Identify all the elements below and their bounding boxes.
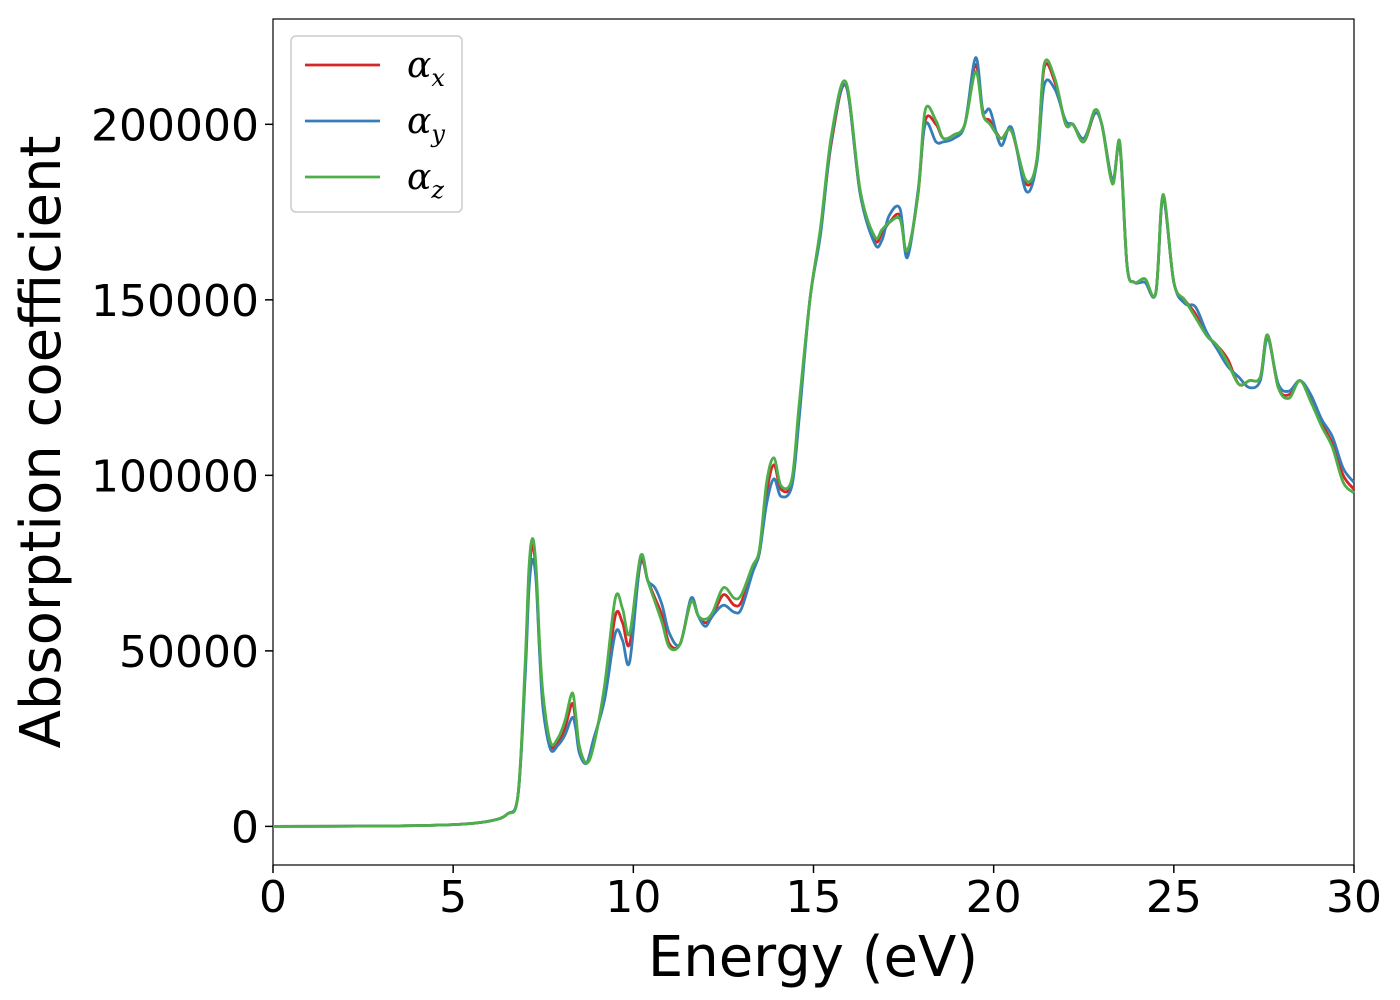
x-tick-label: 10 — [605, 872, 661, 923]
x-tick-label: 25 — [1146, 872, 1202, 923]
x-axis-ticks: 0 5 10 15 20 25 30 — [259, 865, 1382, 923]
series-line-3 — [272, 58, 1355, 828]
y-tick-label: 100000 — [91, 451, 259, 502]
x-tick-label: 5 — [439, 872, 467, 923]
legend-label-3: αz — [407, 157, 444, 204]
legend-items: αx αy αz — [305, 45, 445, 204]
legend-label-1: αx — [407, 45, 445, 92]
legend-label-2: αy — [407, 101, 445, 148]
y-tick-label: 50000 — [119, 627, 259, 678]
x-tick-label: 15 — [786, 872, 842, 923]
y-axis-ticks: 0 50000 100000 150000 200000 — [91, 100, 273, 853]
legend: αx αy αz — [290, 35, 463, 213]
x-tick-label: 0 — [259, 872, 287, 923]
series-lines — [272, 56, 1356, 828]
y-tick-label: 0 — [231, 802, 259, 853]
x-axis-title: Energy (eV) — [648, 925, 978, 990]
x-tick-label: 30 — [1326, 872, 1382, 923]
y-tick-label: 150000 — [91, 276, 259, 327]
x-tick-label: 20 — [966, 872, 1022, 923]
y-tick-label: 200000 — [91, 100, 259, 151]
legend-frame — [290, 35, 463, 213]
y-axis-title: Absorption coefficient — [9, 136, 74, 749]
